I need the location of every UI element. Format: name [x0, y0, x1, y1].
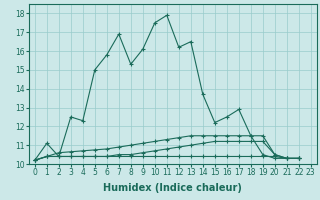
- X-axis label: Humidex (Indice chaleur): Humidex (Indice chaleur): [103, 183, 242, 193]
